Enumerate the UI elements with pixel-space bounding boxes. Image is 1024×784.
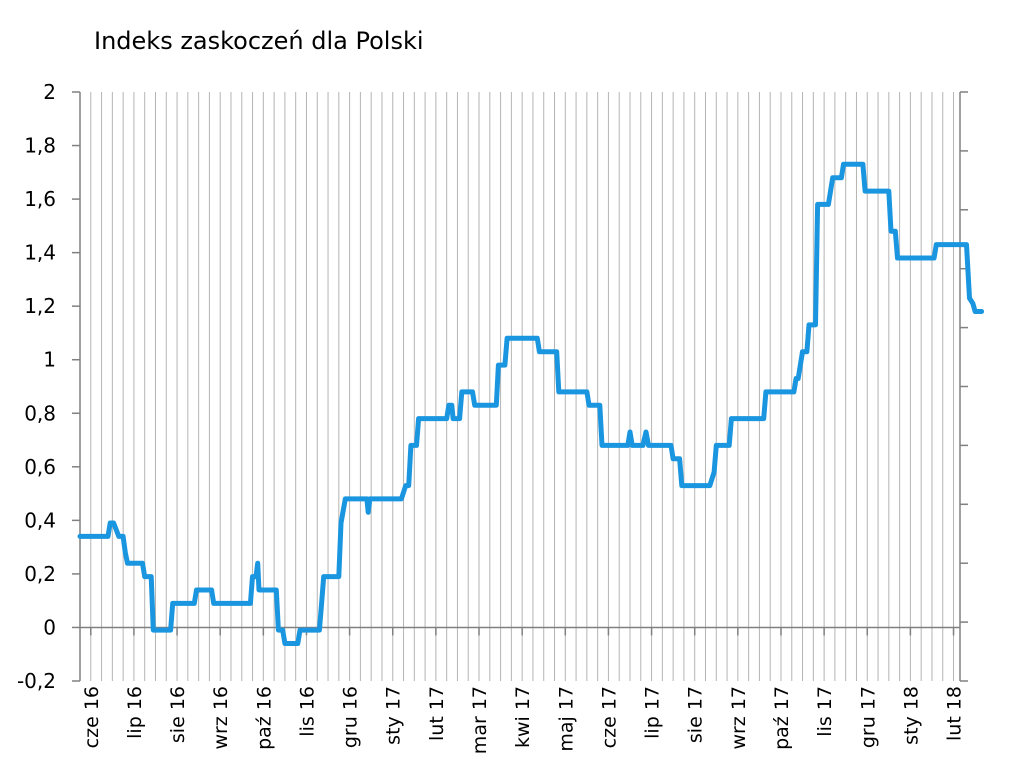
x-tick-label: lip 17 [642, 686, 664, 739]
x-tick-label: gru 17 [857, 686, 879, 748]
y-tick-label: 0,2 [24, 562, 56, 586]
y-tick-label: 0,6 [24, 455, 56, 479]
y-tick-label: -0,2 [17, 669, 56, 693]
gridlines [90, 92, 955, 681]
x-tick-label: sie 16 [167, 686, 189, 743]
y-tick-label: 1 [43, 348, 56, 372]
x-tick-label: mar 17 [469, 686, 491, 754]
x-tick-label: wrz 17 [728, 686, 750, 750]
y-tick-label: 0,8 [24, 401, 56, 425]
x-tick-label: lip 16 [124, 686, 146, 739]
x-tick-label: paź 17 [771, 686, 793, 750]
x-tick-label: gru 16 [340, 686, 362, 748]
x-tick-label: sty 17 [383, 686, 405, 745]
y-axis-ticks: -0,2 0 0,2 0,4 0,6 0,8 1 1,2 1,4 1,6 1,8 2 [17, 80, 80, 693]
x-tick-label: sie 17 [685, 686, 707, 743]
x-tick-label: lut 18 [944, 686, 966, 741]
y-tick-label: 1,8 [24, 134, 56, 158]
y-tick-label: 1,4 [24, 241, 56, 265]
y-tick-label: 0,4 [24, 508, 56, 532]
chart-title: Indeks zaskoczeń dla Polski [94, 27, 424, 55]
x-axis-ticks: cze 16 lip 16 sie 16 wrz 16 paź 16 lis 16 gru … [81, 627, 966, 754]
y-tick-label: 1,2 [24, 294, 56, 318]
x-tick-label: sty 18 [900, 686, 922, 745]
series-line [77, 161, 985, 646]
x-tick-label: maj 17 [555, 686, 577, 752]
x-tick-label: cze 16 [81, 686, 103, 748]
x-tick-label: kwi 17 [512, 686, 534, 748]
x-tick-label: lis 16 [296, 686, 318, 737]
x-tick-label: wrz 16 [210, 686, 232, 750]
x-tick-label: lut 17 [426, 686, 448, 741]
x-tick-label: cze 17 [598, 686, 620, 748]
x-tick-label: paź 16 [253, 686, 275, 750]
y-tick-label: 1,6 [24, 187, 56, 211]
y-tick-label: 2 [43, 80, 56, 104]
x-tick-label: lis 17 [814, 686, 836, 737]
series-group [77, 161, 985, 646]
y-tick-label: 0 [43, 615, 56, 639]
axes [79, 91, 968, 682]
